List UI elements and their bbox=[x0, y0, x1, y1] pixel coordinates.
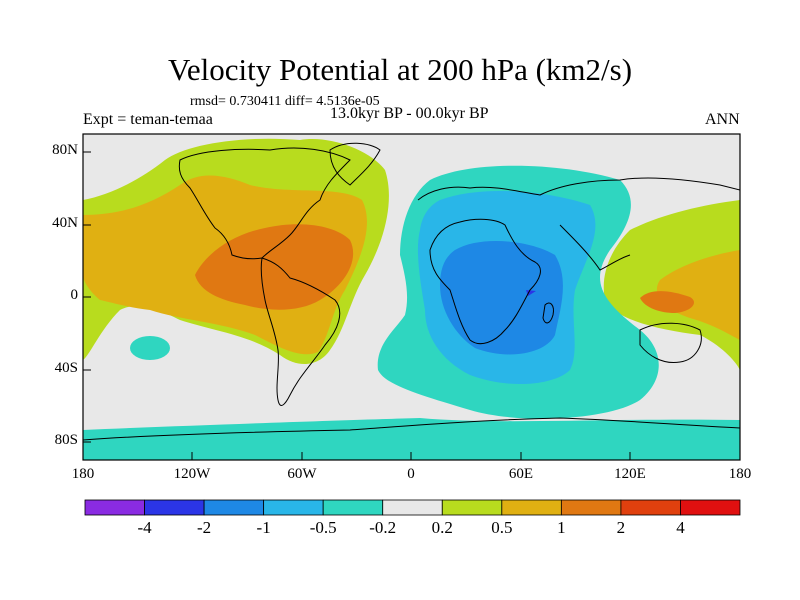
colorbar-swatch bbox=[84, 499, 145, 516]
x-tick-label: 120E bbox=[614, 466, 646, 482]
y-tick-label: 40S bbox=[54, 360, 78, 376]
colorbar-swatch bbox=[382, 499, 443, 516]
stats-text: rmsd= 0.730411 diff= 4.5136e-05 bbox=[190, 94, 380, 109]
colorbar-label: -1 bbox=[256, 518, 271, 537]
colorbar-label: 0.5 bbox=[491, 518, 513, 537]
colorbar-swatch bbox=[680, 499, 741, 516]
colorbar bbox=[84, 499, 741, 516]
colorbar-swatch bbox=[203, 499, 265, 516]
x-tick-label: 120W bbox=[173, 466, 211, 482]
y-tick-label: 80S bbox=[54, 432, 78, 448]
contour-negative-small bbox=[130, 336, 170, 360]
plot-title: Velocity Potential at 200 hPa (km2/s) bbox=[167, 52, 633, 87]
colorbar-label: -0.5 bbox=[309, 518, 337, 537]
colorbar-swatch bbox=[620, 499, 681, 516]
experiment-label: Expt = teman-temaa bbox=[83, 111, 213, 128]
contour-positive-1 bbox=[195, 224, 354, 310]
colorbar-label: 0.2 bbox=[431, 518, 453, 537]
colorbar-swatch bbox=[560, 499, 622, 516]
coastlines bbox=[83, 142, 740, 441]
contour-negative-south bbox=[83, 418, 740, 460]
colorbar-label: 2 bbox=[616, 518, 626, 537]
contour-negative-2 bbox=[526, 290, 536, 296]
y-tick-label: 40N bbox=[52, 215, 78, 231]
period-label: 13.0kyr BP - 00.0kyr BP bbox=[330, 105, 489, 122]
axis-ticks bbox=[82, 151, 741, 460]
contour-positive-east-0.5 bbox=[656, 250, 740, 340]
y-tick-label: 0 bbox=[70, 287, 79, 303]
map-field bbox=[83, 134, 740, 460]
colorbar-swatch bbox=[501, 499, 562, 516]
season-label: ANN bbox=[705, 111, 740, 128]
x-tick-label: 180 bbox=[71, 466, 95, 482]
colorbar-swatch bbox=[441, 499, 503, 516]
colorbar-label: 4 bbox=[676, 518, 685, 537]
contour-positive-east-1 bbox=[640, 291, 695, 313]
x-tick-label: 180 bbox=[728, 466, 752, 482]
colorbar-label: -0.2 bbox=[369, 518, 397, 537]
x-tick-label: 60W bbox=[287, 466, 317, 482]
colorbar-label: 1 bbox=[557, 518, 566, 537]
colorbar-swatch bbox=[322, 499, 384, 516]
x-tick-label: 0 bbox=[407, 466, 415, 482]
colorbar-label: -2 bbox=[196, 518, 212, 537]
y-tick-label: 80N bbox=[52, 142, 78, 158]
colorbar-swatch bbox=[263, 499, 324, 516]
contour-negative-1 bbox=[440, 240, 563, 355]
colorbar-label: -4 bbox=[137, 518, 152, 537]
x-tick-label: 60E bbox=[508, 466, 534, 482]
colorbar-swatch bbox=[144, 499, 205, 516]
